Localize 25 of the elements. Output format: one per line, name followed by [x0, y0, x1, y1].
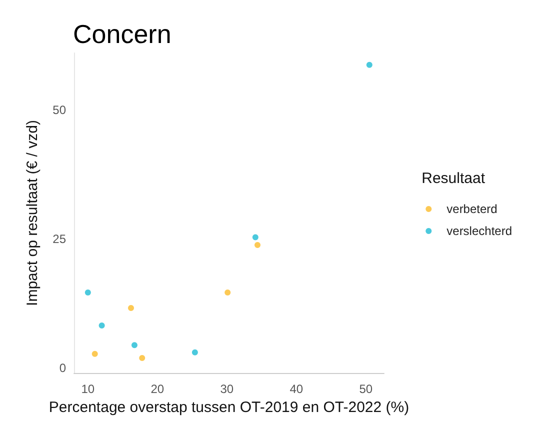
legend-label: verslechterd — [446, 224, 512, 238]
point — [98, 322, 105, 329]
point — [139, 355, 146, 362]
legend-label: verbeterd — [446, 202, 498, 216]
point — [128, 304, 134, 311]
point — [224, 289, 231, 296]
x-tick-label: 30 — [220, 382, 234, 396]
y-axis-title: Impact op resultaat (€ / vzd) — [24, 120, 41, 306]
y-tick-label: 0 — [59, 360, 66, 375]
point — [366, 62, 372, 68]
x-axis-title: Percentage overstap tussen OT-2019 en OT-2022 (%) — [48, 398, 410, 416]
y-tick-label: 50 — [52, 102, 66, 117]
x-tick-label: 40 — [290, 382, 304, 396]
point — [92, 350, 98, 357]
point — [192, 349, 198, 356]
legend-title: Resultaat — [422, 170, 486, 187]
x-tick-label: 10 — [81, 382, 95, 396]
chart-title: Concern — [73, 19, 172, 49]
x-tick-label: 20 — [150, 382, 164, 396]
y-tick-label: 25 — [52, 232, 66, 246]
x-tick-label: 50 — [359, 382, 373, 396]
point — [252, 234, 258, 240]
point — [131, 342, 138, 348]
point — [84, 289, 91, 296]
point — [254, 242, 260, 248]
